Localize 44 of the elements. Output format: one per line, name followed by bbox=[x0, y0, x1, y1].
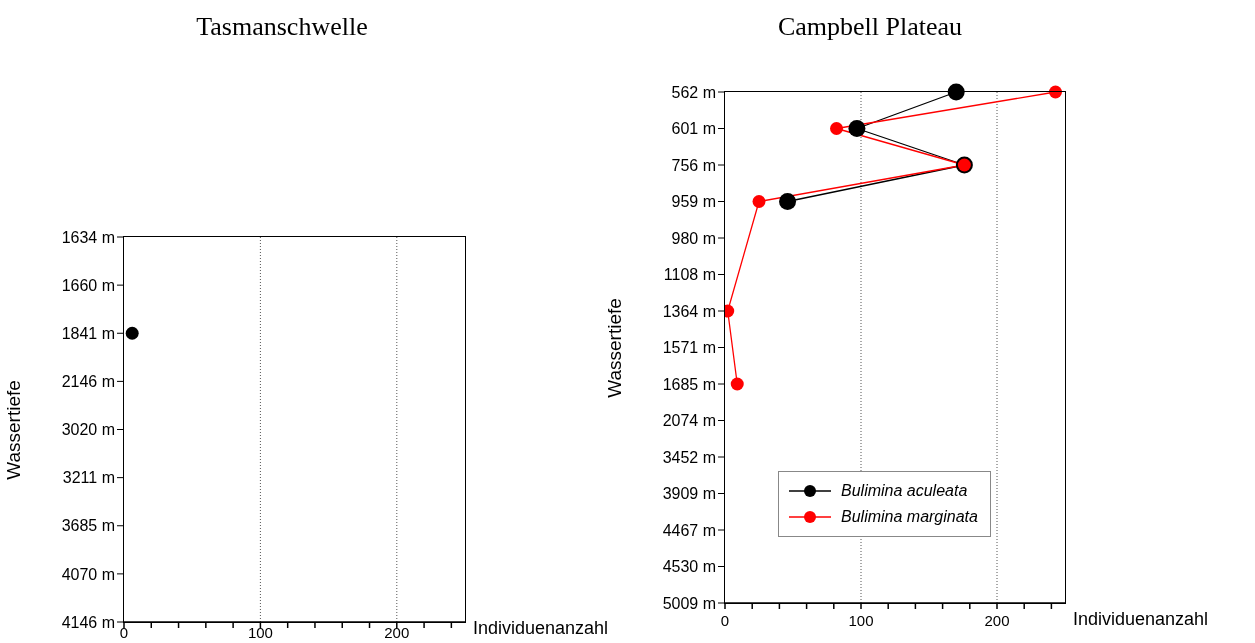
y-tick-label: 4146 m bbox=[61, 613, 115, 631]
y-tick-label: 980 m bbox=[671, 229, 716, 247]
y-tick-label: 1841 m bbox=[61, 324, 115, 342]
y-tick-label: 4070 m bbox=[61, 565, 115, 583]
chart-title: Tasmanschwelle bbox=[195, 12, 369, 42]
y-tick-label: 756 m bbox=[671, 156, 716, 174]
y-tick-label: 2146 m bbox=[61, 373, 115, 391]
y-tick-label: 601 m bbox=[671, 120, 716, 138]
point bbox=[830, 122, 844, 135]
y-tick-label: 562 m bbox=[671, 83, 716, 101]
y-tick-label: 1108 m bbox=[663, 266, 716, 284]
y-tick-label: 3020 m bbox=[61, 421, 115, 439]
y-tick-label: 5009 m bbox=[662, 594, 716, 612]
y-axis-title: Wassertiefe bbox=[604, 297, 626, 398]
x-tick-label: 0 bbox=[720, 611, 730, 629]
x-axis-title: Individuenanzahl bbox=[473, 618, 609, 639]
y-tick-label: 3452 m bbox=[662, 448, 716, 466]
point bbox=[848, 120, 866, 137]
x-tick-label: 200 bbox=[984, 611, 1010, 629]
y-tick-label: 1364 m bbox=[662, 302, 716, 320]
y-tick-label: 1571 m bbox=[662, 339, 716, 357]
y-tick-label: 959 m bbox=[671, 193, 716, 211]
y-tick-label: 3211 m bbox=[62, 469, 115, 487]
y-axis-title: Wassertiefe bbox=[3, 379, 25, 480]
x-tick-label: 100 bbox=[848, 611, 874, 629]
legend-label: Bulimina marginata bbox=[841, 508, 978, 526]
x-tick-label: 0 bbox=[119, 623, 129, 641]
y-tick-label: 3685 m bbox=[61, 517, 115, 535]
legend-label: Bulimina aculeata bbox=[841, 482, 968, 500]
y-tick-label: 1660 m bbox=[61, 276, 115, 294]
x-tick-label: 100 bbox=[247, 623, 273, 641]
x-axis-title: Individuenanzahl bbox=[1073, 609, 1209, 630]
y-tick-label: 4467 m bbox=[662, 521, 716, 539]
y-tick-label: 1685 m bbox=[662, 375, 716, 393]
point bbox=[947, 83, 965, 101]
x-tick-label: 200 bbox=[384, 623, 410, 641]
y-tick-label: 4530 m bbox=[662, 558, 716, 576]
y-tick-label: 1634 m bbox=[61, 228, 115, 246]
point bbox=[779, 193, 797, 210]
chart-title: Campbell Plateau bbox=[776, 12, 964, 42]
y-tick-label: 2074 m bbox=[662, 412, 716, 430]
point bbox=[752, 195, 766, 208]
point bbox=[730, 377, 744, 391]
y-tick-label: 3909 m bbox=[662, 485, 716, 503]
